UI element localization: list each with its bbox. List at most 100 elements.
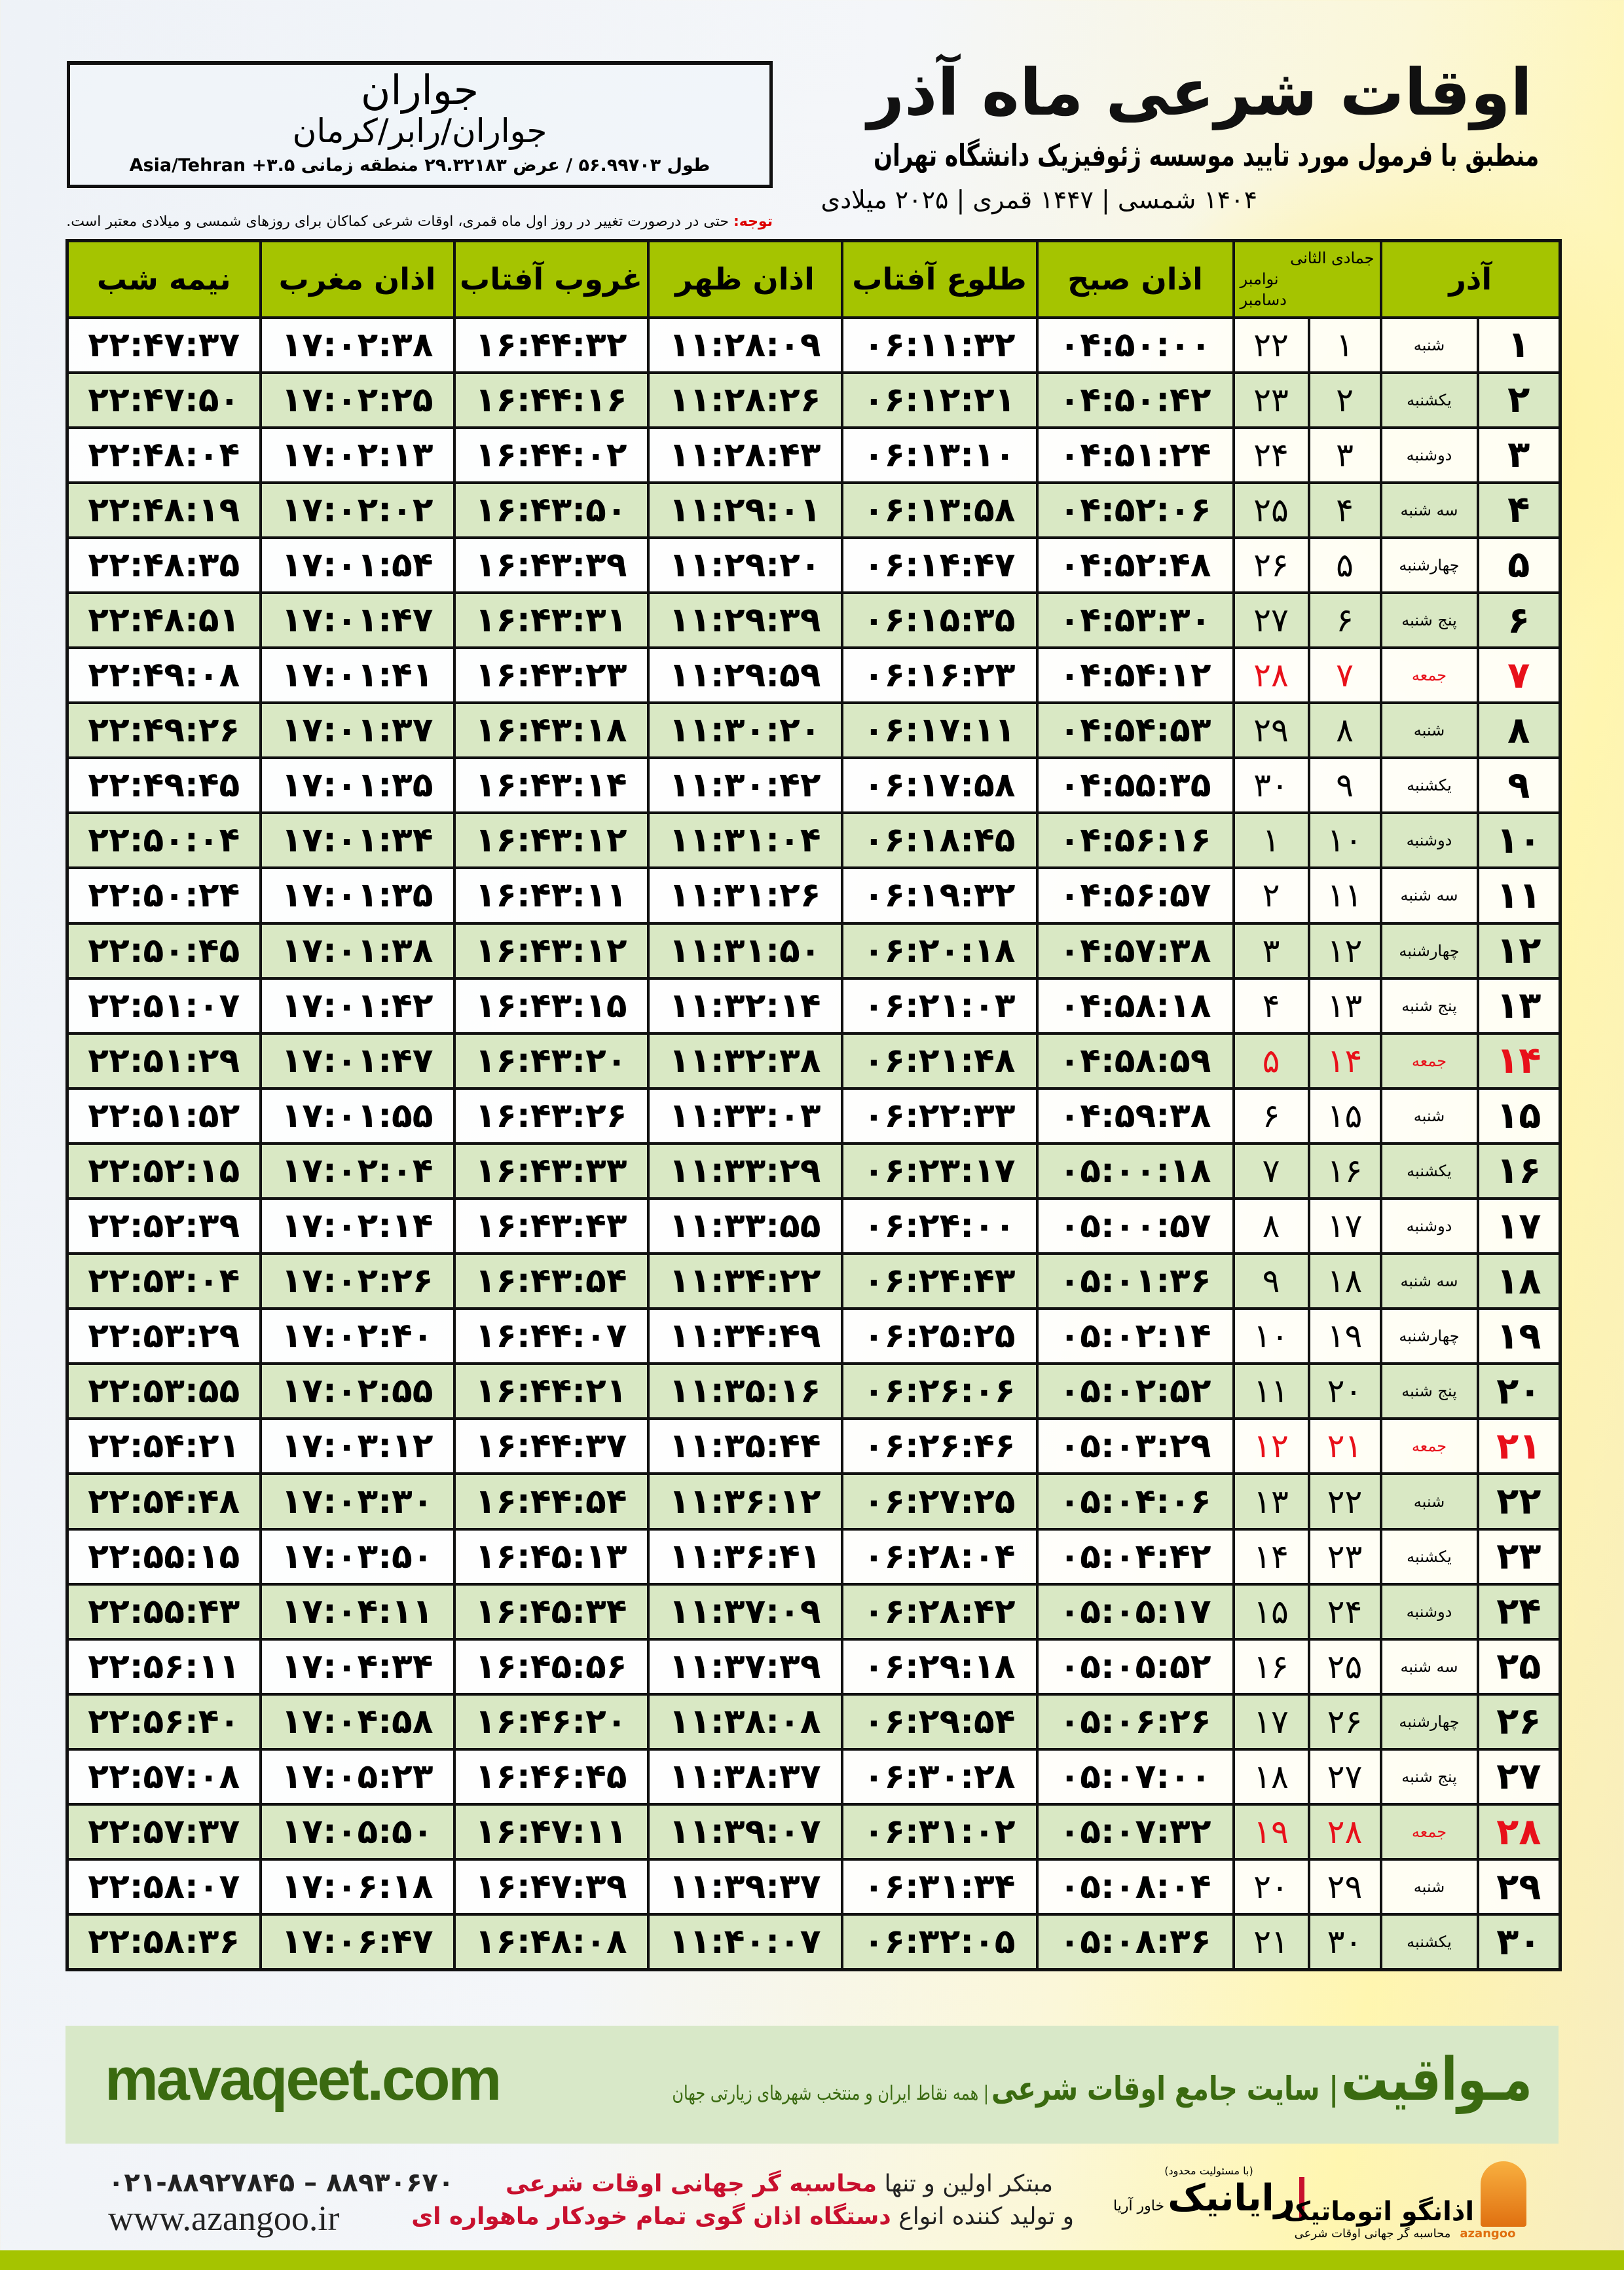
table-row: ۴ سه شنبه ۴ ۲۵ ۰۴:۵۲:۰۶ ۰۶:۱۳:۵۸ ۱۱:۲۹:۰۱ ۱۶:۴۳…	[65, 481, 1562, 539]
ghorub-time: ۱۶:۴۷:۳۹	[452, 1858, 650, 1916]
bottom-bar	[0, 2250, 1624, 2270]
azangoo-sub: محاسبه گر جهانی اوقات شرعی	[1294, 2227, 1451, 2241]
zohr-time: ۱۱:۳۹:۳۷	[646, 1858, 843, 1916]
maghrib-time: ۱۷:۰۵:۲۳	[259, 1747, 456, 1806]
nimeh-time: ۲۲:۵۷:۰۸	[65, 1747, 262, 1806]
tolu-time: ۰۶:۱۲:۲۱	[840, 371, 1039, 429]
nimeh-time: ۲۲:۴۹:۲۶	[65, 701, 262, 760]
azar-day: ۸	[1476, 701, 1562, 760]
ghorub-time: ۱۶:۴۴:۰۷	[452, 1307, 650, 1366]
table-row: ۲۳ یکشنبه ۲۳ ۱۴ ۰۵:۰۴:۴۲ ۰۶:۲۸:۰۴ ۱۱:۳۶:۴۱ ۱۶:۴…	[65, 1527, 1562, 1586]
col-dec: دسامبر	[1240, 291, 1287, 310]
sobh-time: ۰۵:۰۲:۵۲	[1035, 1362, 1235, 1421]
azangoo-logo: اذانگو اتوماتیک azangoo محاسبه گر جهانی ا…	[1283, 2161, 1527, 2241]
weekday: پنج شنبه	[1379, 1362, 1479, 1421]
jumada-day: ۲۶	[1307, 1692, 1382, 1751]
table-row: ۱ شنبه ۱ ۲۲ ۰۴:۵۰:۰۰ ۰۶:۱۱:۳۲ ۱۱:۲۸:۰۹ ۱۶:۴۴:۳۲…	[65, 316, 1562, 374]
table-row: ۸ شنبه ۸ ۲۹ ۰۴:۵۴:۵۳ ۰۶:۱۷:۱۱ ۱۱:۳۰:۲۰ ۱۶:۴۳:۱۸…	[65, 701, 1562, 760]
jumada-day: ۲۹	[1307, 1858, 1382, 1916]
sobh-time: ۰۵:۰۵:۱۷	[1035, 1582, 1235, 1641]
ghorub-time: ۱۶:۴۳:۱۴	[452, 756, 650, 815]
azar-day: ۲۳	[1476, 1527, 1562, 1586]
jumada-day: ۲۵	[1307, 1637, 1382, 1696]
jumada-day: ۲۳	[1307, 1527, 1382, 1586]
maghrib-time: ۱۷:۰۲:۱۴	[259, 1197, 456, 1256]
nimeh-time: ۲۲:۵۵:۴۳	[65, 1582, 262, 1641]
col-ghorub: غروب آفتاب	[452, 239, 650, 319]
tolu-time: ۰۶:۲۴:۰۰	[840, 1197, 1039, 1256]
azar-day: ۱	[1476, 316, 1562, 374]
mavaqeet-url[interactable]: mavaqeet.com	[105, 2046, 502, 2113]
azar-day: ۲۰	[1476, 1362, 1562, 1421]
weekday: یکشنبه	[1379, 1527, 1479, 1586]
zohr-time: ۱۱:۳۸:۰۸	[646, 1692, 843, 1751]
tolu-time: ۰۶:۳۱:۰۲	[840, 1803, 1039, 1861]
tolu-time: ۰۶:۲۸:۰۴	[840, 1527, 1039, 1586]
jumada-day: ۴	[1307, 481, 1382, 539]
tolu-time: ۰۶:۳۱:۳۴	[840, 1858, 1039, 1916]
zohr-time: ۱۱:۳۶:۱۲	[646, 1472, 843, 1531]
note-label: توجه:	[733, 214, 773, 230]
sobh-time: ۰۵:۰۴:۰۶	[1035, 1472, 1235, 1531]
table-row: ۲۲ شنبه ۲۲ ۱۳ ۰۵:۰۴:۰۶ ۰۶:۲۷:۲۵ ۱۱:۳۶:۱۲ ۱۶:۴۴:…	[65, 1472, 1562, 1531]
sobh-time: ۰۵:۰۵:۵۲	[1035, 1637, 1235, 1696]
tolu-time: ۰۶:۱۷:۱۱	[840, 701, 1039, 760]
sobh-time: ۰۴:۵۰:۴۲	[1035, 371, 1235, 429]
maghrib-time: ۱۷:۰۱:۴۲	[259, 977, 456, 1035]
maghrib-time: ۱۷:۰۲:۰۲	[259, 481, 456, 539]
table-row: ۳ دوشنبه ۳ ۲۴ ۰۴:۵۱:۲۴ ۰۶:۱۳:۱۰ ۱۱:۲۸:۴۳ ۱۶:۴۴:…	[65, 426, 1562, 484]
table-row: ۱۲ چهارشنبه ۱۲ ۳ ۰۴:۵۷:۳۸ ۰۶:۲۰:۱۸ ۱۱:۳۱:۵۰ ۱۶:…	[65, 921, 1562, 980]
zohr-time: ۱۱:۲۸:۰۹	[646, 316, 843, 374]
tolu-time: ۰۶:۲۵:۲۵	[840, 1307, 1039, 1366]
gregorian-day: ۲۱	[1232, 1913, 1310, 1971]
nimeh-time: ۲۲:۵۶:۱۱	[65, 1637, 262, 1696]
zohr-time: ۱۱:۳۵:۱۶	[646, 1362, 843, 1421]
zohr-time: ۱۱:۳۰:۴۲	[646, 756, 843, 815]
sobh-time: ۰۵:۰۲:۱۴	[1035, 1307, 1235, 1366]
sobh-time: ۰۴:۵۹:۳۸	[1035, 1087, 1235, 1145]
weekday: دوشنبه	[1379, 426, 1479, 484]
zohr-time: ۱۱:۳۴:۲۲	[646, 1252, 843, 1311]
nimeh-time: ۲۲:۵۵:۱۵	[65, 1527, 262, 1586]
zohr-time: ۱۱:۳۷:۳۹	[646, 1637, 843, 1696]
tolu-time: ۰۶:۲۱:۰۳	[840, 977, 1039, 1035]
tolu-time: ۰۶:۲۹:۵۴	[840, 1692, 1039, 1751]
table-row: ۲۴ دوشنبه ۲۴ ۱۵ ۰۵:۰۵:۱۷ ۰۶:۲۸:۴۲ ۱۱:۳۷:۰۹ ۱۶:۴…	[65, 1582, 1562, 1641]
nimeh-time: ۲۲:۵۷:۳۷	[65, 1803, 262, 1861]
prayer-times-table: آذر جمادی الثانی نوامبر دسامبر اذان صبح …	[65, 239, 1562, 1971]
jumada-day: ۱۷	[1307, 1197, 1382, 1256]
table-row: ۲۰ پنج شنبه ۲۰ ۱۱ ۰۵:۰۲:۵۲ ۰۶:۲۶:۰۶ ۱۱:۳۵:۱۶ ۱۶…	[65, 1362, 1562, 1421]
maghrib-time: ۱۷:۰۵:۵۰	[259, 1803, 456, 1861]
ghorub-time: ۱۶:۴۳:۱۲	[452, 811, 650, 870]
table-row: ۲۹ شنبه ۲۹ ۲۰ ۰۵:۰۸:۰۴ ۰۶:۳۱:۳۴ ۱۱:۳۹:۳۷ ۱۶:۴۷:…	[65, 1858, 1562, 1916]
zohr-time: ۱۱:۳۱:۲۶	[646, 866, 843, 925]
nimeh-time: ۲۲:۵۳:۰۴	[65, 1252, 262, 1311]
azar-day: ۲	[1476, 371, 1562, 429]
note: توجه: حتی در درصورت تغییر در روز اول ماه…	[65, 214, 773, 230]
sobh-time: ۰۴:۵۷:۳۸	[1035, 921, 1235, 980]
gregorian-day: ۳	[1232, 921, 1310, 980]
maghrib-time: ۱۷:۰۴:۳۴	[259, 1637, 456, 1696]
col-sobh: اذان صبح	[1035, 239, 1235, 319]
azangoo-url[interactable]: www.azangoo.ir	[108, 2199, 340, 2238]
azar-day: ۴	[1476, 481, 1562, 539]
page-subtitle: منطبق با فرمول مورد تایید موسسه ژئوفیزیک…	[873, 138, 1539, 173]
tolu-time: ۰۶:۳۲:۰۵	[840, 1913, 1039, 1971]
weekday: جمعه	[1379, 1417, 1479, 1476]
maghrib-time: ۱۷:۰۱:۵۴	[259, 536, 456, 594]
ghorub-time: ۱۶:۴۵:۵۶	[452, 1637, 650, 1696]
nimeh-time: ۲۲:۵۱:۲۹	[65, 1032, 262, 1090]
weekday: جمعه	[1379, 646, 1479, 705]
table-row: ۲۶ چهارشنبه ۲۶ ۱۷ ۰۵:۰۶:۲۶ ۰۶:۲۹:۵۴ ۱۱:۳۸:۰۸ ۱۶…	[65, 1692, 1562, 1751]
gregorian-day: ۱۱	[1232, 1362, 1310, 1421]
zohr-time: ۱۱:۳۵:۴۴	[646, 1417, 843, 1476]
table-row: ۶ پنج شنبه ۶ ۲۷ ۰۴:۵۳:۳۰ ۰۶:۱۵:۳۵ ۱۱:۲۹:۳۹ ۱۶:۴…	[65, 591, 1562, 650]
azar-day: ۲۴	[1476, 1582, 1562, 1641]
ghorub-time: ۱۶:۴۸:۰۸	[452, 1913, 650, 1971]
zohr-time: ۱۱:۲۸:۲۶	[646, 371, 843, 429]
gregorian-day: ۵	[1232, 1032, 1310, 1090]
gregorian-day: ۸	[1232, 1197, 1310, 1256]
nimeh-time: ۲۲:۵۱:۵۲	[65, 1087, 262, 1145]
sobh-time: ۰۴:۵۲:۰۶	[1035, 481, 1235, 539]
tolu-time: ۰۶:۲۶:۰۶	[840, 1362, 1039, 1421]
